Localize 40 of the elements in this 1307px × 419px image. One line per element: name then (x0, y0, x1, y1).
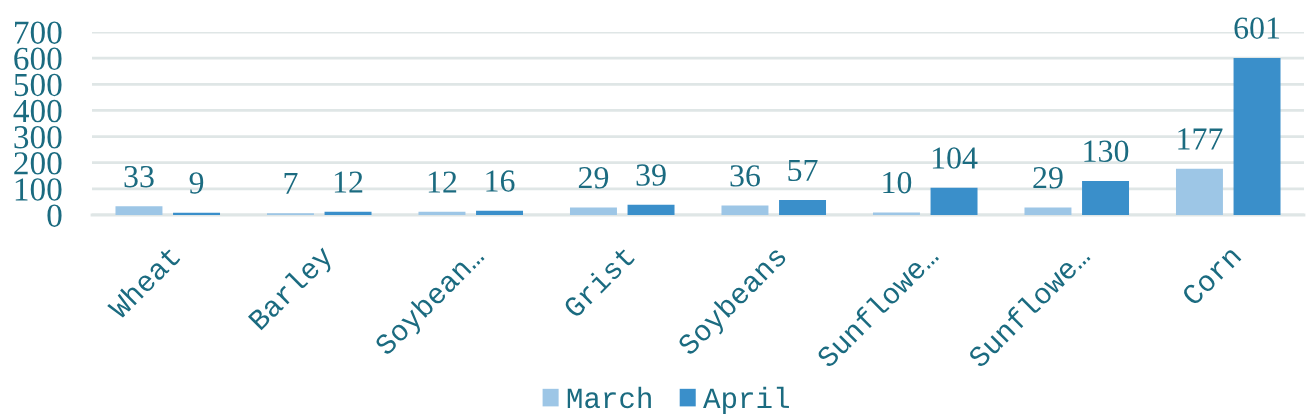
data-label: 7 (284, 172, 298, 194)
data-label: 601 (1234, 17, 1280, 39)
data-label: 57 (788, 159, 818, 182)
bar (476, 210, 524, 215)
y-tick-label: 500 (14, 73, 62, 97)
y-tick-label: 700 (15, 21, 62, 44)
bar (1024, 207, 1072, 215)
y-tick-label: 200 (14, 152, 62, 175)
data-label: 12 (334, 171, 363, 193)
bar (1082, 181, 1130, 215)
bar (418, 211, 466, 215)
bar (872, 212, 920, 215)
y-tick-label: 600 (14, 47, 62, 71)
data-label: 29 (1033, 166, 1063, 189)
y-tick-label: 300 (14, 125, 62, 149)
data-label: 12 (428, 171, 457, 193)
bar (930, 187, 978, 215)
data-label: 130 (1084, 140, 1129, 163)
bar (115, 206, 163, 215)
data-label: 9 (189, 172, 204, 194)
bar (1233, 57, 1281, 215)
data-label: 177 (1178, 128, 1223, 150)
data-label: 104 (932, 147, 978, 169)
legend-label: March (567, 386, 651, 409)
y-tick-label: 0 (47, 204, 62, 227)
y-tick-label: 100 (15, 178, 62, 201)
legend-label: April (703, 386, 789, 414)
data-label: 29 (578, 166, 609, 189)
data-label: 36 (730, 165, 760, 187)
data-label: 39 (636, 164, 666, 186)
data-label: 16 (486, 170, 515, 192)
y-tick-label: 400 (13, 99, 62, 123)
data-label: 33 (124, 165, 154, 188)
bar (569, 207, 617, 215)
data-label: 10 (883, 171, 912, 194)
bar (779, 200, 827, 215)
bar (721, 205, 769, 215)
bar (1175, 168, 1223, 215)
bar (324, 211, 372, 215)
bar (627, 204, 675, 215)
